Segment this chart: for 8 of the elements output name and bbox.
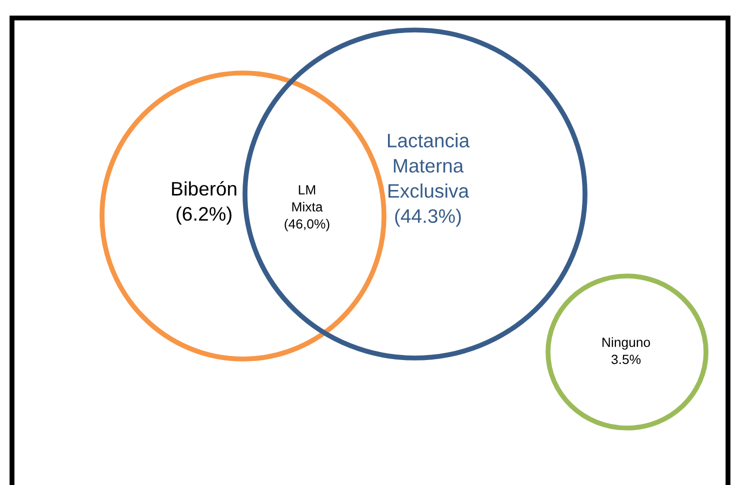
data-label: (46,0%) [284,218,330,232]
category-label: Biberón [172,181,236,196]
data-label: (44.3%) [395,208,461,227]
data-label: (6.2%) [176,206,232,225]
data-label: 3.5% [611,354,641,364]
category-label: Ninguno [602,337,650,350]
category-label: LM Mixta [292,185,323,212]
category-label: Lactancia Materna Exclusiva [388,133,470,198]
